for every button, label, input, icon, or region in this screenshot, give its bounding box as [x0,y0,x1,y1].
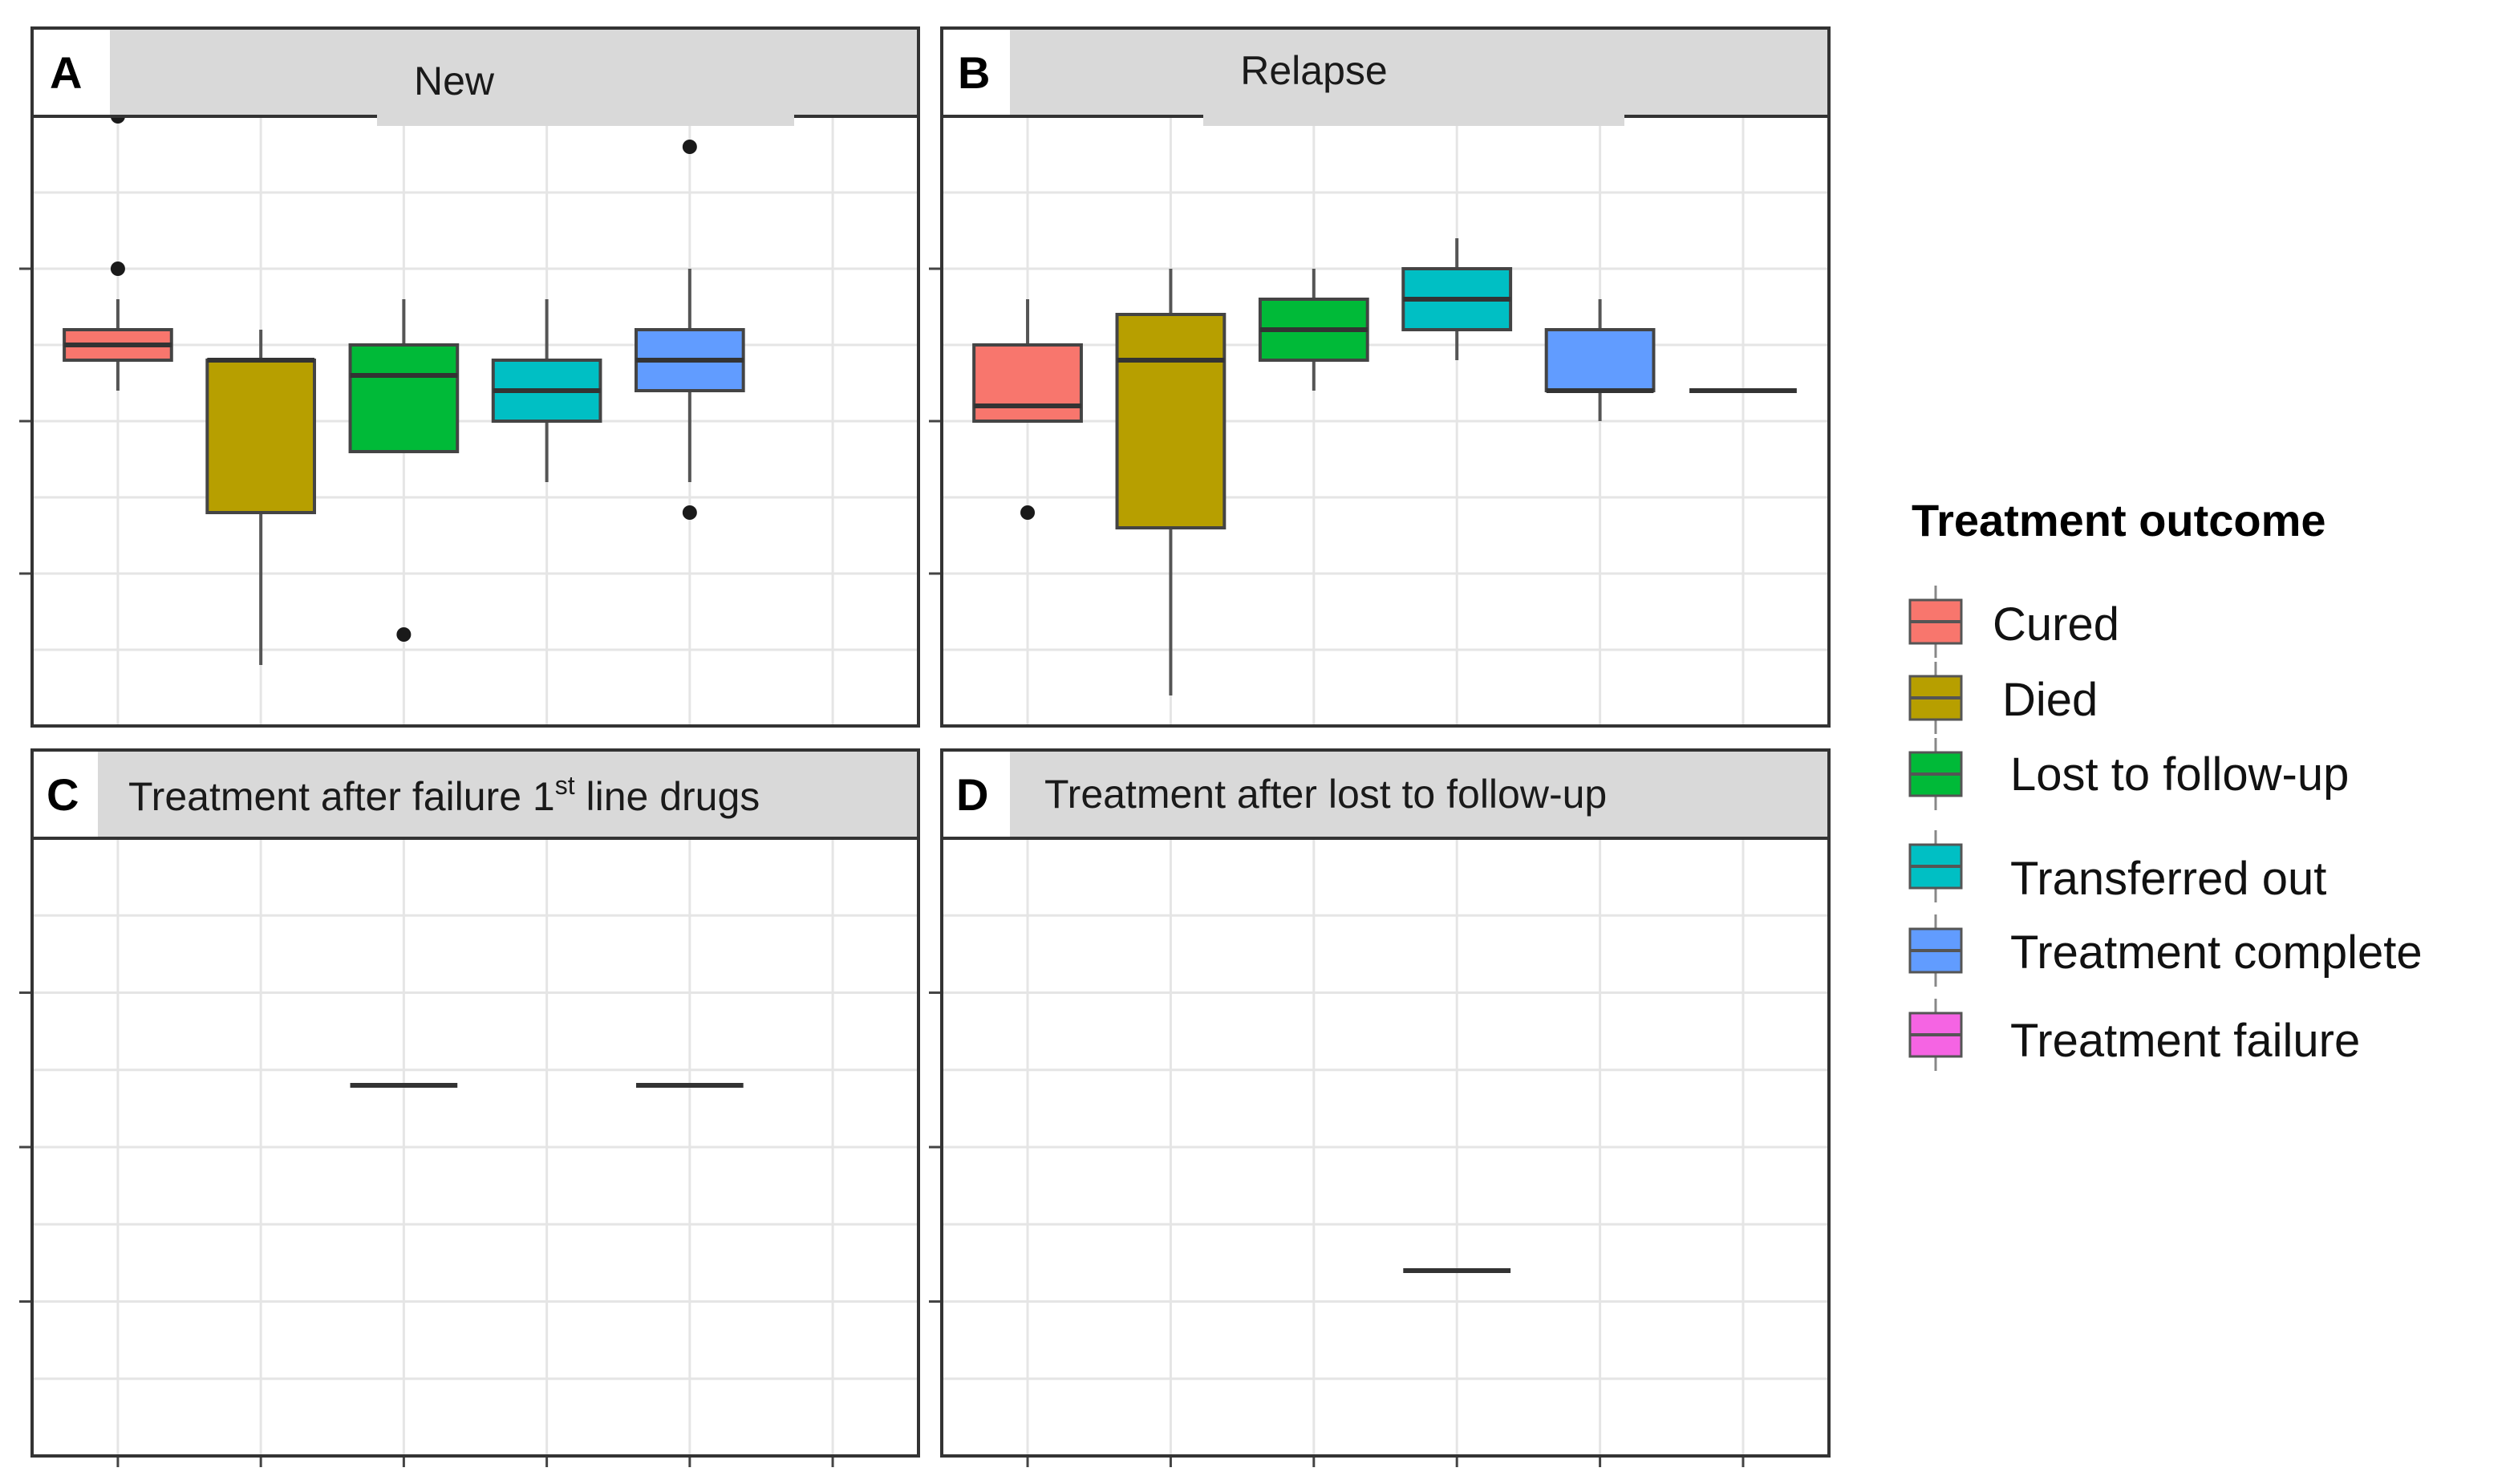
panel-b-iqr-treatment-complete [1544,328,1656,392]
legend-label-transferred-out: Transferred out [2010,853,2326,905]
panel-a-boxes [63,109,745,665]
panel-a-outlier-treatment-complete [682,140,697,154]
panel-a-box-transferred-out [491,299,602,482]
panel-a-outlier-cured [110,262,125,276]
panel-a-iqr-lost-to-follow-up [348,343,460,453]
panel-b-iqr-cured [972,343,1083,423]
panel-c-letter-box [34,752,98,837]
panel-a-letter: A [50,47,82,98]
legend-label-lost-to-follow-up: Lost to follow-up [2010,748,2349,801]
panel-a-box-treatment-complete [635,140,745,520]
panel-b-iqr-died [1115,313,1227,529]
legend-entry-died: Died [1908,662,2098,734]
legend-title: Treatment outcome [1912,495,2326,545]
panel-d-grid [929,838,1829,1467]
panel-a-outlier-lost-to-follow-up [396,627,412,642]
panel-a-strip [30,26,920,118]
panel-a-iqr-died [205,359,316,514]
panel-b-box-died [1115,269,1227,695]
panel-b-strip [940,26,1831,118]
panel-b-box-cured [972,299,1083,520]
panel-a-letter-box [34,30,110,115]
panel-a-box-lost-to-follow-up [348,299,460,642]
legend-label-cured: Cured [1993,598,2119,651]
panel-b-boxes [972,238,1797,695]
legend-entries: Cured Died Lost to follow-up Transferred ou… [1908,586,2423,1071]
panel-a-strip-tab [377,108,794,126]
panel-c-title-sup: st [555,771,575,800]
legend-entry-lost-to-follow-up: Lost to follow-up [1908,738,2349,810]
legend-entry-transferred-out: Transferred out [1908,830,2326,905]
panel-b-title: Relapse [1240,48,1387,93]
legend-label-died: Died [2002,674,2098,726]
panel-d-letter-box [943,752,1010,837]
legend-label-treatment-complete: Treatment complete [2010,926,2423,979]
panel-a-box-cured [63,109,173,391]
panel-d-strip [940,748,1831,840]
legend-entry-cured: Cured [1908,586,2119,658]
panel-b-letter: B [958,47,990,98]
panel-c-title-prefix: Treatment after failure 1 [128,774,555,819]
panel-c-title: Treatment after failure 1st line drugs [128,771,760,819]
panel-b-box-treatment-complete [1544,299,1656,421]
legend: Treatment outcome Cured Died Lost to follo… [1908,495,2423,1071]
panel-b-outlier-cured [1020,505,1036,520]
panel-c-grid [19,838,918,1467]
legend-entry-treatment-complete: Treatment complete [1908,914,2423,987]
panel-b-box-lost-to-follow-up [1258,269,1369,391]
panel-d: D Treatment after lost to follow-up [929,748,1831,1467]
panel-b-letter-box [943,30,1010,115]
panel-c-strip [30,748,920,840]
panel-a-title: New [414,59,495,103]
panel-c: C Treatment after failure 1st line drugs [19,748,920,1467]
panel-d-letter: D [956,769,988,820]
panel-c-letter: C [47,769,79,820]
legend-entry-treatment-failure: Treatment failure [1908,999,2360,1071]
panel-a: A New [19,26,920,728]
panel-a-outlier-treatment-complete [682,505,697,520]
panel-a-box-died [205,330,316,665]
legend-label-treatment-failure: Treatment failure [2010,1015,2360,1067]
panel-d-title: Treatment after lost to follow-up [1044,772,1607,817]
panel-b: B Relapse [929,26,1831,728]
panel-b-box-transferred-out [1401,238,1513,360]
panel-c-title-suffix: line drugs [575,774,760,819]
panel-b-strip-tab [1203,108,1624,126]
panel-b-grid [929,116,1829,726]
